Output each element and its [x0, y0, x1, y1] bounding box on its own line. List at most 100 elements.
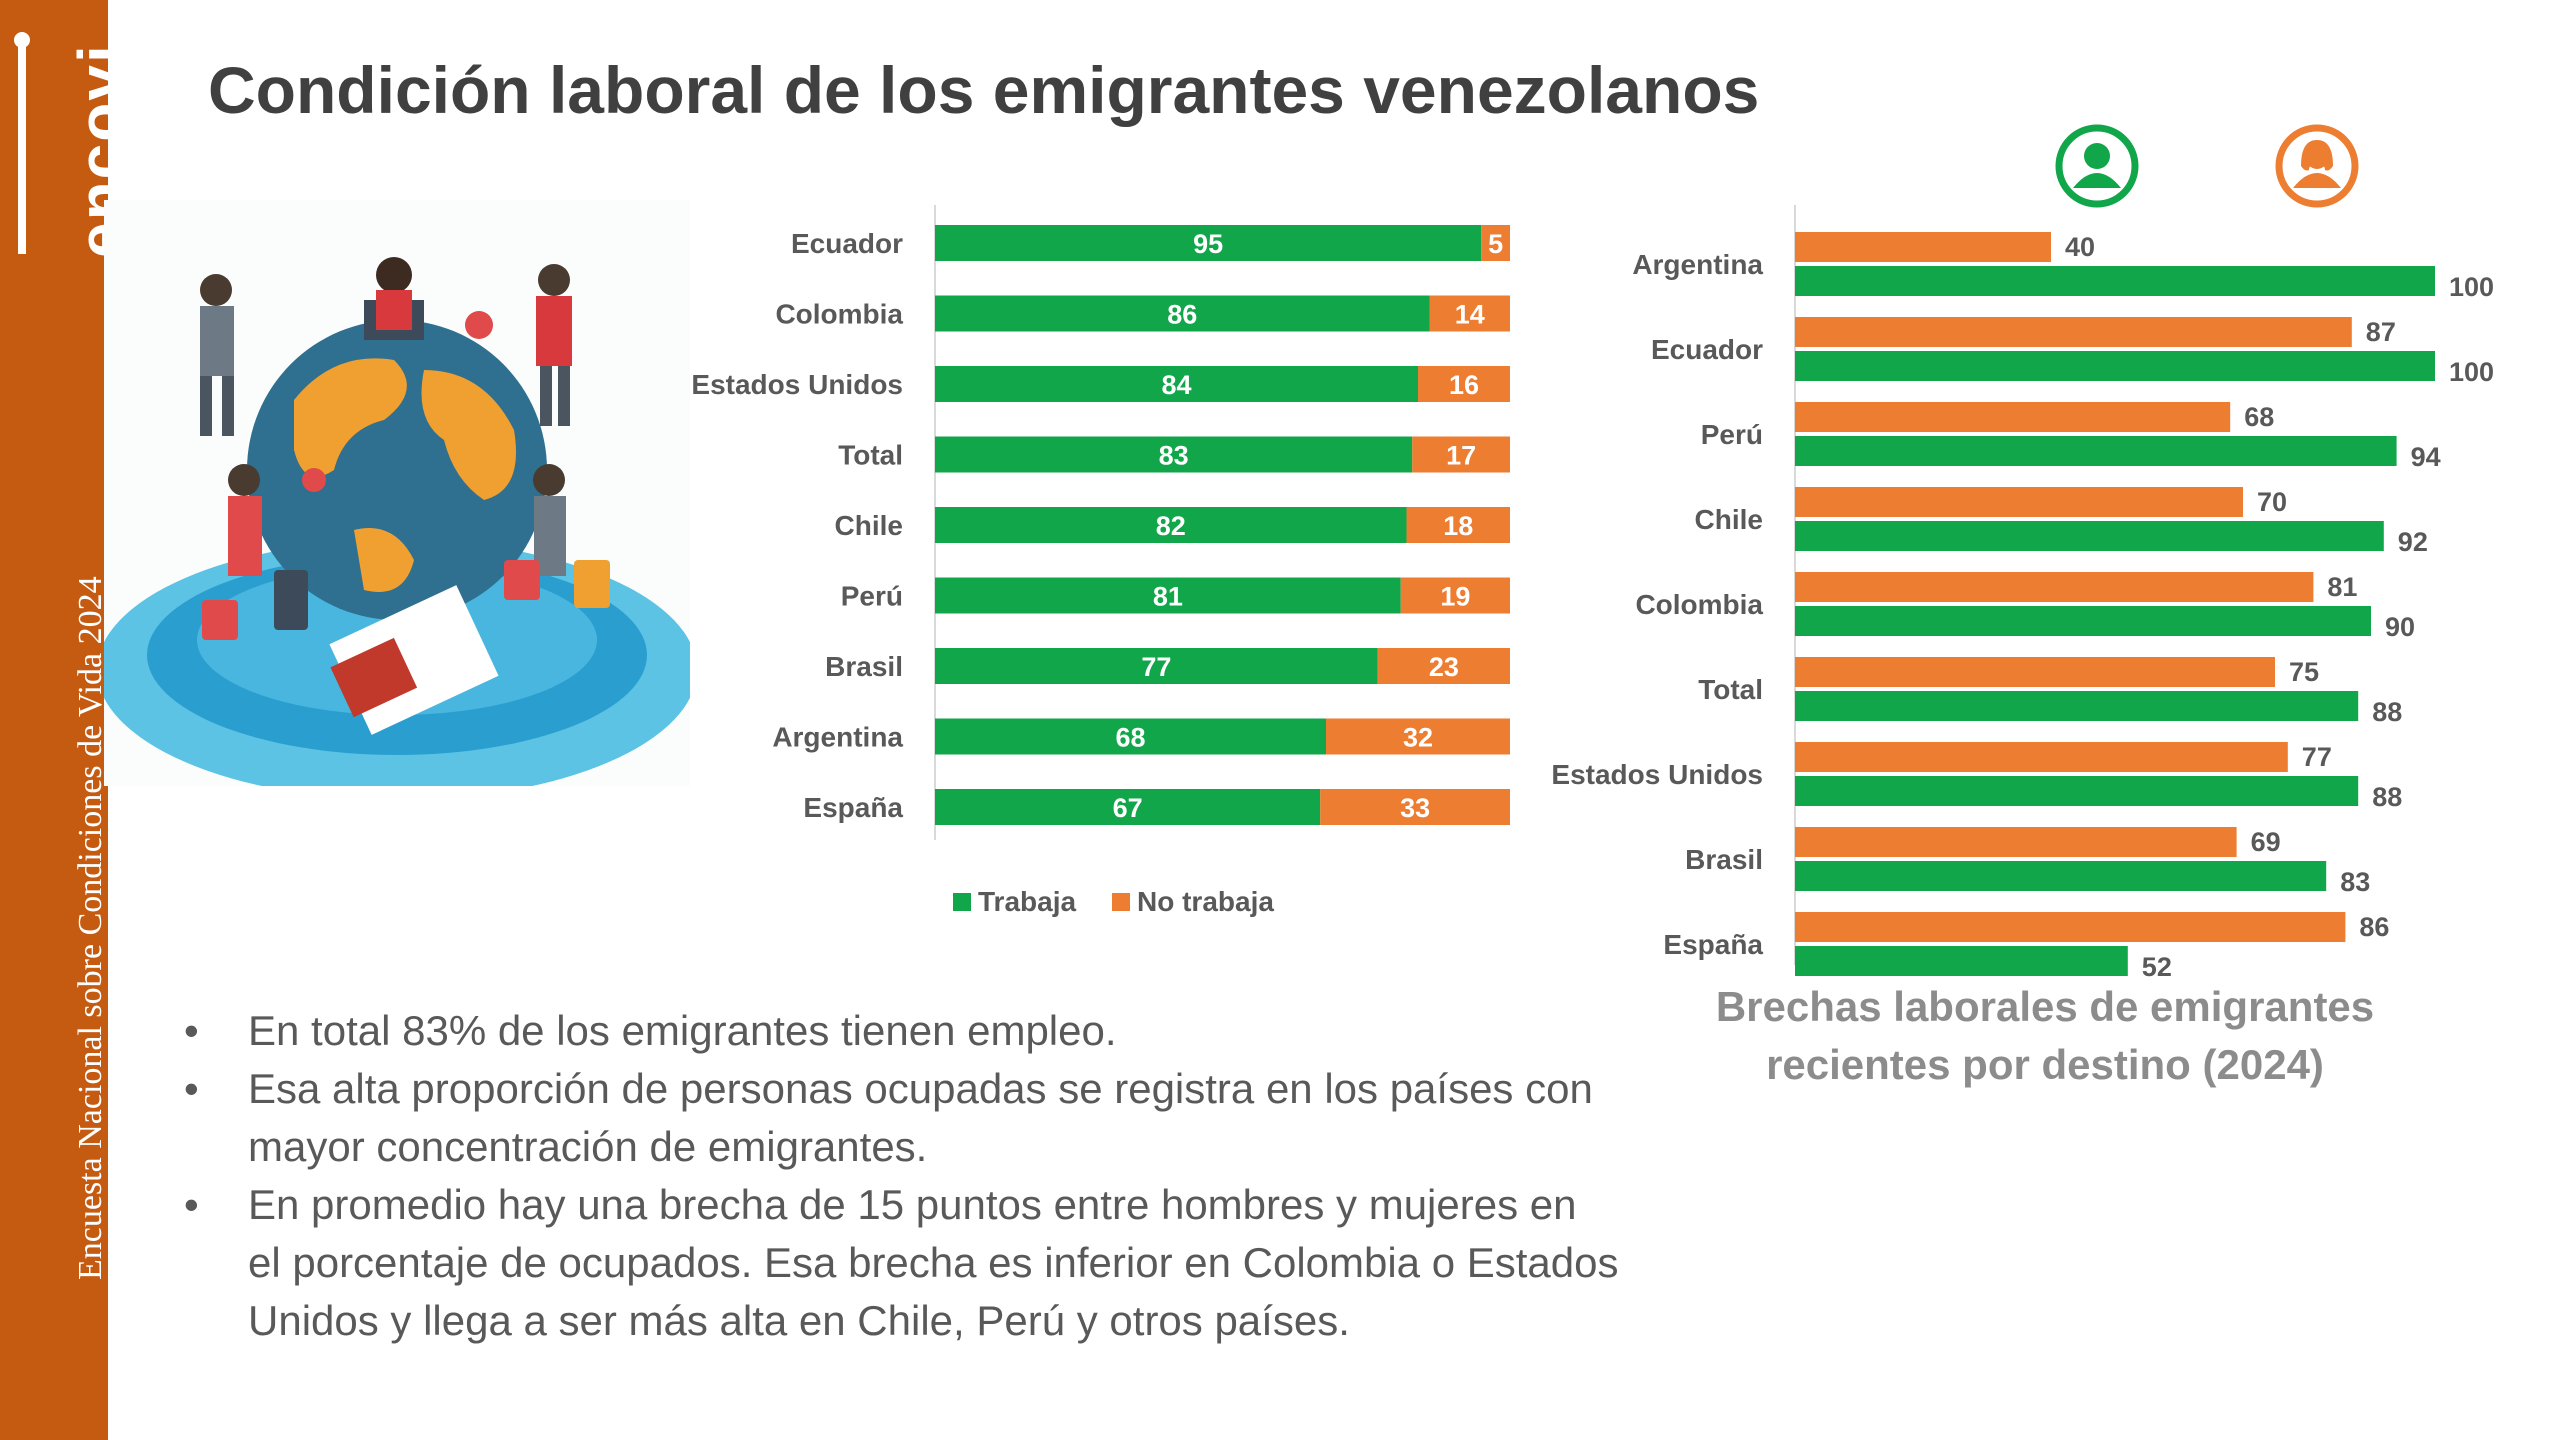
- bar-men: [1795, 351, 2435, 381]
- data-label: 83: [2340, 867, 2370, 897]
- bar-women: [1795, 912, 2346, 942]
- category-label: Estados Unidos: [1551, 759, 1763, 790]
- bar-men: [1795, 606, 2371, 636]
- bar-trabaja: [935, 718, 1326, 755]
- brand-sidebar: encovi Encuesta Nacional sobre Condicion…: [0, 0, 137, 1440]
- data-label: 86: [1167, 300, 1197, 330]
- bar-men: [1795, 861, 2327, 891]
- data-label: 84: [1161, 370, 1191, 400]
- data-label: 81: [2327, 572, 2357, 602]
- data-label: 90: [2385, 612, 2415, 642]
- category-label: Total: [838, 440, 903, 471]
- category-label: Ecuador: [1651, 334, 1763, 365]
- bar-men: [1795, 521, 2384, 551]
- list-item: • Esa alta proporción de personas ocupada…: [184, 1065, 1593, 1170]
- data-label: 100: [2449, 357, 2494, 387]
- key-findings-list: • En total 83% de los emigrantes tienen e…: [180, 1002, 1620, 1350]
- bar-women: [1795, 827, 2237, 857]
- bar-women: [1795, 657, 2275, 687]
- bar-trabaja: [935, 295, 1430, 332]
- data-label: 94: [2411, 442, 2441, 472]
- bar-no-trabaja: [1400, 577, 1510, 614]
- legend-swatch-no-trabaja: [1112, 893, 1130, 911]
- bar-trabaja: [935, 789, 1321, 825]
- legend-swatch-trabaja: [953, 893, 971, 911]
- category-label: Ecuador: [791, 228, 903, 259]
- category-label: Colombia: [1635, 589, 1763, 620]
- category-label: España: [1663, 929, 1763, 960]
- category-label: Argentina: [772, 722, 903, 753]
- legend-label: No trabaja: [1137, 886, 1274, 917]
- page-title: Condición laboral de los emigrantes vene…: [208, 53, 1760, 127]
- bar-no-trabaja: [1326, 718, 1510, 755]
- data-label: 83: [1159, 441, 1189, 471]
- category-label: Perú: [841, 581, 903, 612]
- bar-no-trabaja: [1429, 295, 1510, 332]
- data-label: 92: [2398, 527, 2428, 557]
- bar-no-trabaja: [1481, 225, 1510, 261]
- bar-no-trabaja: [1320, 789, 1510, 825]
- female-person-icon: [2275, 124, 2359, 208]
- data-label: 17: [1446, 441, 1476, 471]
- data-label: 82: [1156, 511, 1186, 541]
- data-label: 81: [1153, 582, 1183, 612]
- legend-label: Trabaja: [978, 886, 1076, 917]
- bar-men: [1795, 776, 2359, 806]
- data-label: 33: [1400, 793, 1430, 823]
- category-label: Brasil: [1685, 844, 1763, 875]
- data-label: 87: [2366, 317, 2396, 347]
- category-label: Brasil: [825, 651, 903, 682]
- data-label: 19: [1440, 582, 1470, 612]
- bar-women: [1795, 742, 2288, 772]
- data-label: 68: [2244, 402, 2274, 432]
- bar-men: [1795, 946, 2128, 976]
- bar-women: [1795, 317, 2352, 347]
- data-label: 52: [2142, 952, 2172, 982]
- list-item: • En promedio hay una brecha de 15 puntos…: [184, 1181, 1619, 1344]
- data-label: 69: [2251, 827, 2281, 857]
- bar-no-trabaja: [1377, 648, 1510, 684]
- bar-women: [1795, 232, 2051, 262]
- bar-men: [1795, 436, 2397, 466]
- bar-no-trabaja: [1418, 366, 1510, 402]
- bar-men: [1795, 266, 2435, 296]
- bar-trabaja: [935, 366, 1418, 402]
- bar-men: [1795, 691, 2359, 721]
- category-label: Chile: [835, 510, 903, 541]
- bar-trabaja: [935, 648, 1378, 684]
- data-label: 95: [1193, 229, 1223, 259]
- category-label: Chile: [1695, 504, 1763, 535]
- bar-women: [1795, 572, 2314, 602]
- data-label: 16: [1449, 370, 1479, 400]
- bar-trabaja: [935, 577, 1401, 614]
- data-label: 75: [2289, 657, 2319, 687]
- chart2-caption: Brechas laborales de emigrantes reciente…: [1715, 983, 2375, 1088]
- bullet-text: En total 83% de los emigrantes tienen em…: [248, 1007, 1117, 1054]
- data-label: 77: [2302, 742, 2332, 772]
- data-label: 32: [1403, 723, 1433, 753]
- data-label: 18: [1443, 511, 1473, 541]
- category-label: Perú: [1701, 419, 1763, 450]
- bullet-text: Esa alta proporción de personas ocupadas…: [248, 1065, 1593, 1170]
- category-label: Argentina: [1632, 249, 1763, 280]
- bullet-text: En promedio hay una brecha de 15 puntos …: [248, 1181, 1619, 1344]
- bar-trabaja: [935, 436, 1413, 473]
- bar-no-trabaja: [1406, 507, 1510, 543]
- bar-no-trabaja: [1412, 436, 1510, 473]
- data-label: 100: [2449, 272, 2494, 302]
- encovi-logo: [14, 32, 30, 254]
- data-label: 14: [1455, 300, 1485, 330]
- list-item: • En total 83% de los emigrantes tienen e…: [184, 1007, 1117, 1054]
- data-label: 86: [2359, 912, 2389, 942]
- data-label: 23: [1429, 652, 1459, 682]
- category-label: España: [803, 792, 903, 823]
- data-label: 88: [2372, 697, 2402, 727]
- bar-women: [1795, 402, 2231, 432]
- emigrants-globe-illustration: [104, 200, 690, 786]
- data-label: 70: [2257, 487, 2287, 517]
- bar-trabaja: [935, 507, 1407, 543]
- bar-trabaja: [935, 225, 1482, 261]
- bar-women: [1795, 487, 2243, 517]
